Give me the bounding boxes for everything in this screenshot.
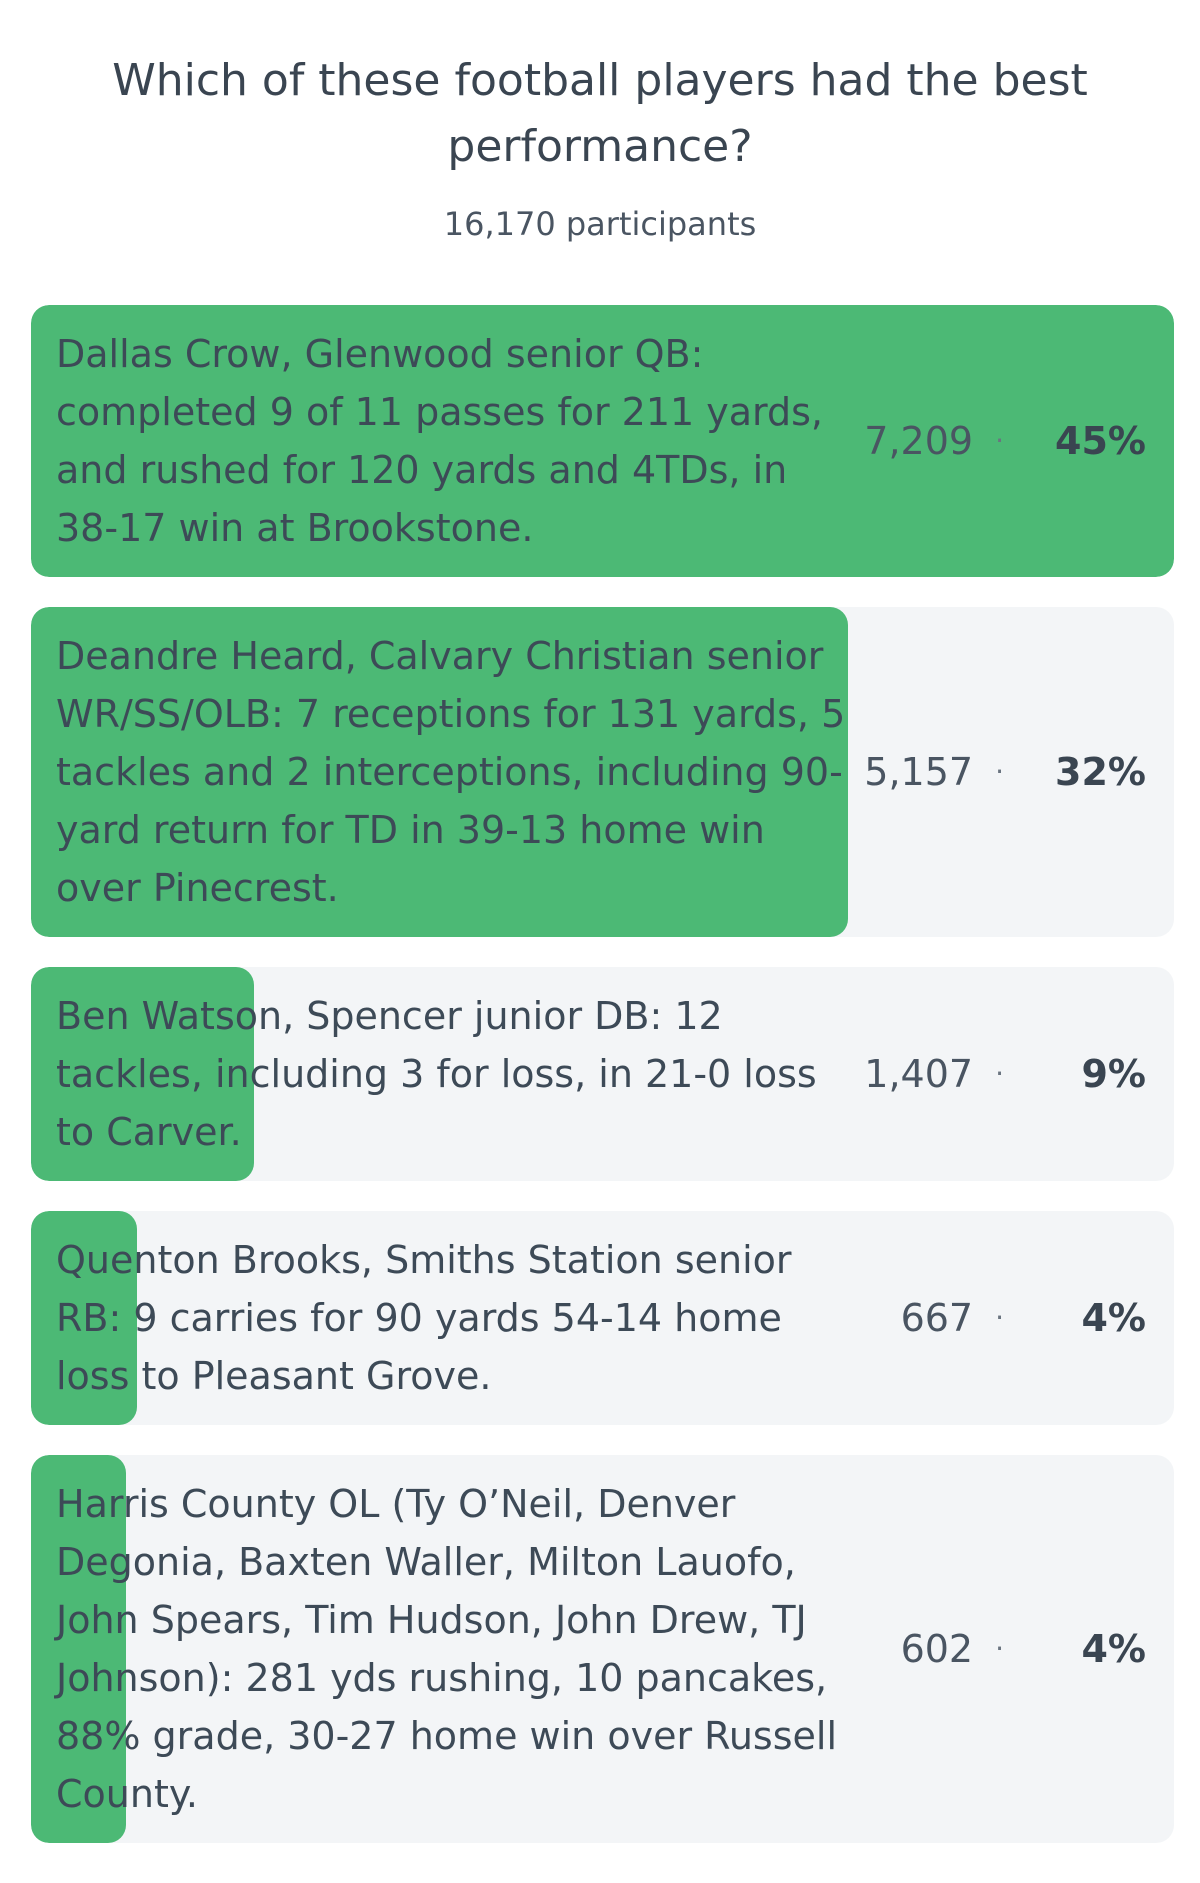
option-stats: 7,209 · 45% bbox=[864, 417, 1146, 465]
separator-dot: · bbox=[995, 424, 1004, 457]
poll-option[interactable]: Quenton Brooks, Smiths Station senior RB… bbox=[31, 1211, 1174, 1425]
separator-dot: · bbox=[995, 1057, 1004, 1090]
option-percent: 4% bbox=[1081, 1627, 1146, 1671]
option-vote-count: 602 bbox=[900, 1627, 974, 1671]
option-label: Ben Watson, Spencer junior DB: 12 tackle… bbox=[56, 994, 817, 1154]
separator-dot: · bbox=[995, 1301, 1004, 1334]
option-result-bar bbox=[31, 607, 849, 937]
participants-count: 16,170 participants bbox=[443, 205, 757, 243]
option-vote-count: 1,407 bbox=[864, 1052, 974, 1096]
option-result-bar bbox=[31, 967, 254, 1181]
option-result-bar bbox=[31, 305, 1174, 577]
option-label: Quenton Brooks, Smiths Station senior RB… bbox=[56, 1238, 792, 1398]
poll-question: Which of these football players had the … bbox=[112, 55, 1088, 172]
poll-option[interactable]: Deandre Heard, Calvary Christian senior … bbox=[31, 607, 1174, 937]
poll-option[interactable]: Dallas Crow, Glenwood senior QB: complet… bbox=[31, 305, 1174, 577]
poll-options: Dallas Crow, Glenwood senior QB: complet… bbox=[31, 305, 1174, 1873]
separator-dot: · bbox=[995, 1632, 1004, 1665]
option-result-bar bbox=[31, 1211, 138, 1425]
option-result-bar bbox=[31, 1455, 126, 1843]
option-stats: 667 · 4% bbox=[901, 1294, 1146, 1342]
option-label: Harris County OL (Ty O’Neil, Denver Dego… bbox=[56, 1482, 838, 1816]
option-stats: 5,157 · 32% bbox=[864, 748, 1146, 796]
option-percent: 32% bbox=[1055, 750, 1146, 794]
option-percent: 9% bbox=[1081, 1052, 1146, 1096]
option-percent: 45% bbox=[1055, 419, 1146, 463]
option-percent: 4% bbox=[1081, 1296, 1146, 1340]
option-stats: 1,407 · 9% bbox=[864, 1050, 1146, 1098]
poll-option[interactable]: Harris County OL (Ty O’Neil, Denver Dego… bbox=[31, 1455, 1174, 1843]
poll-header: Which of these football players had the … bbox=[60, 48, 1140, 244]
option-label: Deandre Heard, Calvary Christian senior … bbox=[56, 634, 846, 910]
option-label: Dallas Crow, Glenwood senior QB: complet… bbox=[56, 332, 824, 550]
poll-option[interactable]: Ben Watson, Spencer junior DB: 12 tackle… bbox=[31, 967, 1174, 1181]
separator-dot: · bbox=[995, 755, 1004, 788]
option-vote-count: 5,157 bbox=[864, 750, 974, 794]
option-stats: 602 · 4% bbox=[901, 1625, 1146, 1673]
option-vote-count: 667 bbox=[900, 1296, 974, 1340]
option-vote-count: 7,209 bbox=[864, 419, 974, 463]
